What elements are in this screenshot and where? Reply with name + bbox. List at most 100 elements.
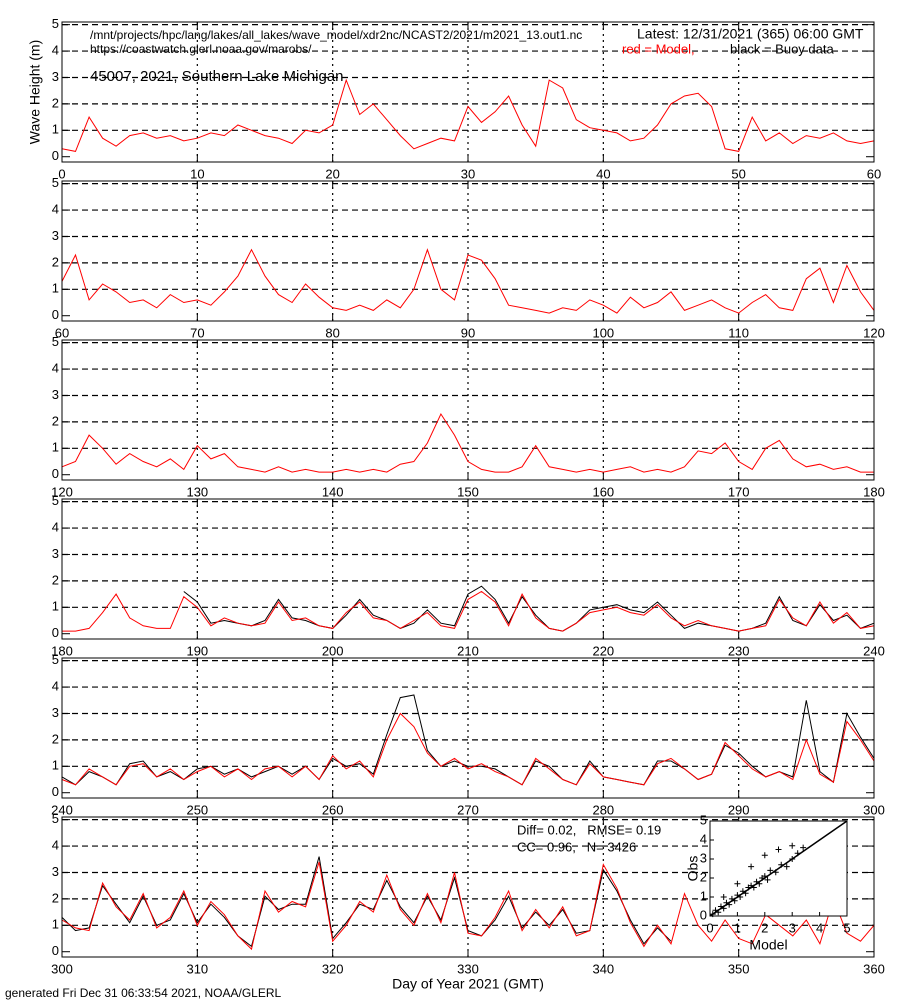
x-tick-label: 320 bbox=[322, 961, 344, 976]
scatter-point bbox=[767, 867, 774, 874]
y-tick-label: 1 bbox=[52, 281, 59, 296]
plot-frame bbox=[62, 499, 874, 639]
x-tick-label: 260 bbox=[322, 802, 344, 817]
x-tick-label: 110 bbox=[728, 325, 749, 340]
y-tick-label: 1 bbox=[52, 917, 59, 932]
scatter-point bbox=[715, 909, 722, 916]
scatter-point bbox=[720, 894, 727, 900]
stats-annotation: CC= 0.96, N= 3426 bbox=[517, 839, 636, 854]
x-tick-label: 150 bbox=[457, 484, 479, 499]
latest-time: Latest: 12/31/2021 (365) 06:00 GMT bbox=[637, 26, 864, 42]
x-tick-label: 130 bbox=[186, 484, 208, 499]
source-url: https://coastwatch.glerl.noaa.gov/marobs… bbox=[90, 42, 312, 56]
station-title: 45007, 2021, Southern Lake Michigan bbox=[90, 68, 344, 85]
x-tick-label: 0 bbox=[58, 166, 65, 181]
y-tick-label: 1 bbox=[52, 758, 59, 773]
scatter-point bbox=[737, 894, 744, 900]
inset-x-tick-label: 0 bbox=[706, 920, 713, 935]
series-line bbox=[61, 694, 875, 786]
series-line bbox=[61, 412, 874, 473]
x-tick-label: 240 bbox=[51, 802, 73, 817]
inset-frame bbox=[709, 820, 848, 917]
y-tick-label: 5 bbox=[52, 175, 59, 190]
x-tick-label: 60 bbox=[867, 166, 881, 181]
x-tick-label: 200 bbox=[322, 643, 344, 658]
x-tick-label: 190 bbox=[186, 643, 208, 658]
axis-frame bbox=[61, 180, 875, 322]
y-tick-label: 4 bbox=[52, 42, 59, 57]
axis-frame bbox=[61, 21, 875, 163]
y-tick-label: 1 bbox=[52, 122, 59, 137]
scatter-point bbox=[789, 842, 796, 849]
x-tick-label: 60 bbox=[55, 325, 69, 340]
y-tick-label: 2 bbox=[52, 890, 59, 905]
stats-annotation: Diff= 0.02, RMSE= 0.19 bbox=[517, 822, 661, 837]
x-tick-label: 40 bbox=[596, 166, 610, 181]
series-line bbox=[61, 861, 875, 951]
one-to-one-line bbox=[709, 820, 848, 917]
x-tick-label: 120 bbox=[51, 484, 73, 499]
scatter-point bbox=[742, 890, 749, 897]
y-tick-label: 0 bbox=[52, 625, 59, 640]
x-tick-label: 360 bbox=[863, 961, 885, 976]
axis-frame bbox=[61, 498, 875, 640]
y-tick-label: 4 bbox=[52, 519, 59, 534]
inset-y-tick-label: 2 bbox=[700, 869, 707, 884]
inset-x-label: Model bbox=[749, 937, 787, 953]
scatter-point bbox=[794, 850, 801, 857]
y-tick-label: 2 bbox=[52, 572, 59, 587]
series-line bbox=[61, 712, 875, 786]
plot-frame bbox=[62, 658, 874, 798]
scatter-point bbox=[756, 880, 763, 887]
x-tick-label: 100 bbox=[592, 325, 614, 340]
x-tick-label: 180 bbox=[863, 484, 885, 499]
axis-frame bbox=[61, 339, 875, 481]
inset-y-tick-label: 5 bbox=[700, 812, 707, 827]
x-tick-label: 300 bbox=[51, 961, 73, 976]
y-tick-label: 5 bbox=[52, 652, 59, 667]
inset-y-tick-label: 1 bbox=[700, 888, 707, 903]
y-tick-label: 4 bbox=[52, 837, 59, 852]
x-tick-label: 70 bbox=[190, 325, 204, 340]
y-tick-label: 0 bbox=[52, 943, 59, 958]
y-axis-label: Wave Height (m) bbox=[27, 40, 43, 145]
y-tick-label: 2 bbox=[52, 413, 59, 428]
x-tick-label: 210 bbox=[457, 643, 479, 658]
x-tick-label: 140 bbox=[322, 484, 344, 499]
series-line bbox=[62, 590, 875, 632]
y-tick-label: 1 bbox=[52, 440, 59, 455]
axis-frame bbox=[61, 816, 875, 958]
inset-y-tick-label: 3 bbox=[700, 850, 707, 865]
inset-y-tick-label: 4 bbox=[700, 831, 707, 846]
y-tick-label: 0 bbox=[52, 466, 59, 481]
x-tick-label: 310 bbox=[186, 961, 208, 976]
series-line bbox=[61, 248, 875, 314]
scatter-point bbox=[734, 880, 741, 887]
x-tick-label: 90 bbox=[461, 325, 475, 340]
x-tick-label: 300 bbox=[863, 802, 885, 817]
scatter-point bbox=[800, 844, 807, 851]
y-tick-label: 3 bbox=[52, 864, 59, 879]
y-tick-label: 2 bbox=[52, 95, 59, 110]
x-tick-label: 290 bbox=[728, 802, 750, 817]
scatter-point bbox=[726, 901, 733, 908]
y-tick-label: 3 bbox=[52, 69, 59, 84]
x-tick-label: 240 bbox=[863, 643, 885, 658]
x-tick-label: 10 bbox=[190, 166, 204, 181]
footer: generated Fri Dec 31 06:33:54 2021, NOAA… bbox=[5, 986, 281, 1000]
y-tick-label: 2 bbox=[52, 731, 59, 746]
inset-x-tick-label: 2 bbox=[761, 920, 768, 935]
scatter-point bbox=[748, 863, 755, 870]
plot-frame bbox=[62, 181, 874, 321]
y-tick-label: 5 bbox=[52, 334, 59, 349]
x-tick-label: 220 bbox=[592, 643, 614, 658]
x-tick-label: 250 bbox=[186, 802, 208, 817]
y-tick-label: 0 bbox=[52, 784, 59, 799]
y-tick-label: 4 bbox=[52, 678, 59, 693]
x-tick-label: 20 bbox=[325, 166, 339, 181]
x-axis-label: Day of Year 2021 (GMT) bbox=[392, 976, 544, 992]
inset-x-tick-label: 1 bbox=[734, 920, 741, 935]
y-tick-label: 4 bbox=[52, 360, 59, 375]
inset-x-tick-label: 5 bbox=[843, 920, 850, 935]
